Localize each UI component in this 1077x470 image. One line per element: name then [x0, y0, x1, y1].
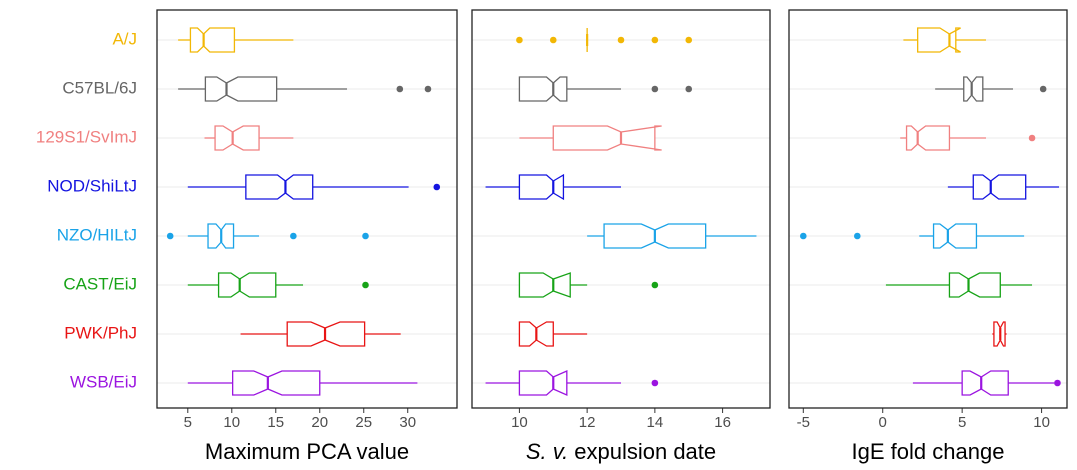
category-label: C57BL/6J	[62, 78, 137, 97]
x-axis-label-part: S. v.	[526, 439, 568, 464]
x-axis-label: IgE fold change	[852, 439, 1005, 464]
outlier	[651, 379, 659, 387]
category-label: WSB/EiJ	[70, 372, 137, 391]
box	[245, 174, 314, 200]
outlier	[424, 85, 432, 93]
box	[917, 27, 961, 53]
box	[204, 76, 278, 102]
x-tick-label: 0	[879, 414, 887, 431]
x-tick-label: 12	[579, 414, 596, 431]
outlier	[1039, 85, 1047, 93]
x-axis-label: Maximum PCA value	[205, 439, 409, 464]
category-label: NZO/HILtJ	[57, 225, 137, 244]
x-tick-label: 25	[355, 414, 372, 431]
category-label: NOD/ShiLtJ	[47, 176, 137, 195]
x-tick-label: 16	[714, 414, 731, 431]
box	[948, 272, 1001, 298]
outlier	[1054, 379, 1061, 387]
box	[552, 125, 662, 151]
x-tick-label: 10	[1033, 414, 1050, 431]
panel-border	[156, 9, 458, 409]
box	[189, 27, 236, 53]
box	[232, 370, 321, 396]
outlier	[1028, 134, 1036, 142]
x-tick-label: 20	[311, 414, 328, 431]
box	[932, 223, 978, 249]
outlier	[685, 85, 693, 93]
outlier	[854, 232, 861, 240]
category-label: 129S1/SvImJ	[36, 127, 137, 146]
box	[518, 272, 571, 298]
outlier	[396, 85, 404, 93]
outlier	[362, 232, 369, 240]
outlier	[549, 36, 557, 44]
outlier	[166, 232, 174, 240]
box	[518, 173, 565, 201]
box	[518, 76, 568, 102]
outlier	[651, 36, 659, 44]
x-axis-label-part: expulsion date	[574, 439, 716, 464]
outlier	[617, 36, 625, 44]
category-label: A/J	[112, 29, 137, 48]
box	[905, 125, 951, 151]
x-tick-label: 5	[184, 414, 192, 431]
x-tick-label: 14	[647, 414, 664, 431]
box	[961, 370, 1009, 396]
x-tick-label: 15	[267, 414, 284, 431]
box	[972, 174, 1027, 200]
box	[963, 76, 984, 102]
outlier	[651, 281, 659, 289]
outlier	[516, 36, 523, 44]
x-tick-label: 5	[958, 414, 966, 431]
outlier	[290, 232, 297, 240]
category-label: CAST/EiJ	[63, 274, 137, 293]
panel-border	[471, 9, 771, 409]
outlier	[651, 85, 659, 93]
x-tick-label: 10	[511, 414, 528, 431]
outlier	[685, 36, 693, 44]
x-tick-label: -5	[797, 414, 810, 431]
x-tick-label: 10	[223, 414, 240, 431]
box	[214, 125, 260, 151]
panel-border	[788, 9, 1068, 409]
outlier	[362, 281, 369, 289]
outlier	[799, 232, 807, 240]
outlier	[433, 183, 441, 191]
category-label: PWK/PhJ	[64, 323, 137, 342]
box	[217, 272, 277, 298]
box	[518, 370, 568, 396]
x-axis-label: S. v. expulsion date	[526, 439, 716, 464]
x-tick-label: 30	[399, 414, 416, 431]
